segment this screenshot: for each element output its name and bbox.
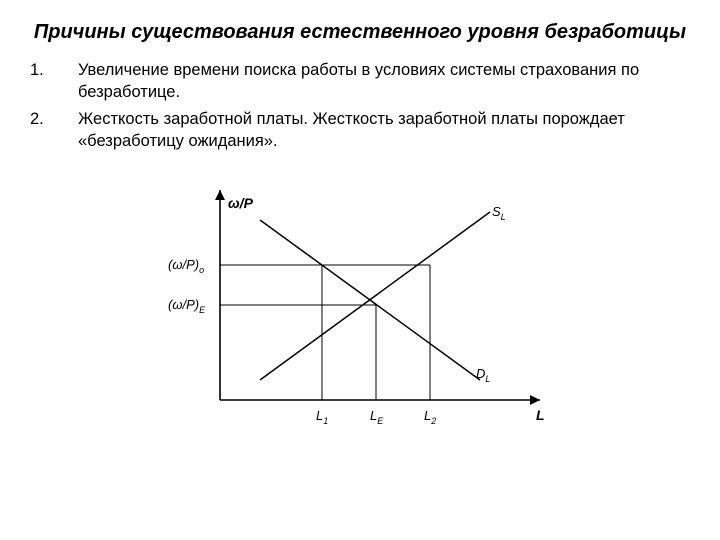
svg-text:L1: L1 xyxy=(316,408,328,426)
svg-text:(ω/P)E: (ω/P)E xyxy=(168,297,206,315)
list-text-1: Увеличение времени поиска работы в услов… xyxy=(78,59,690,104)
chart-svg: ω/P L SL DL (ω/P)o (ω/P)E L1 LE L2 xyxy=(150,170,570,440)
labor-market-diagram: ω/P L SL DL (ω/P)o (ω/P)E L1 LE L2 xyxy=(30,170,690,440)
list-number-1: 1. xyxy=(30,59,78,104)
reasons-list: 1. Увеличение времени поиска работы в ус… xyxy=(30,59,690,152)
svg-text:L2: L2 xyxy=(424,408,436,426)
svg-text:DL: DL xyxy=(476,366,490,384)
list-text-2: Жесткость заработной платы. Жесткость за… xyxy=(78,108,690,153)
svg-text:LE: LE xyxy=(370,408,384,426)
svg-text:(ω/P)o: (ω/P)o xyxy=(168,257,204,275)
list-item: 1. Увеличение времени поиска работы в ус… xyxy=(30,59,690,104)
list-number-2: 2. xyxy=(30,108,78,153)
svg-text:L: L xyxy=(536,407,545,423)
svg-text:SL: SL xyxy=(492,204,506,222)
svg-text:ω/P: ω/P xyxy=(228,195,254,211)
list-item: 2. Жесткость заработной платы. Жесткость… xyxy=(30,108,690,153)
page-title: Причины существования естественного уров… xyxy=(30,20,690,45)
